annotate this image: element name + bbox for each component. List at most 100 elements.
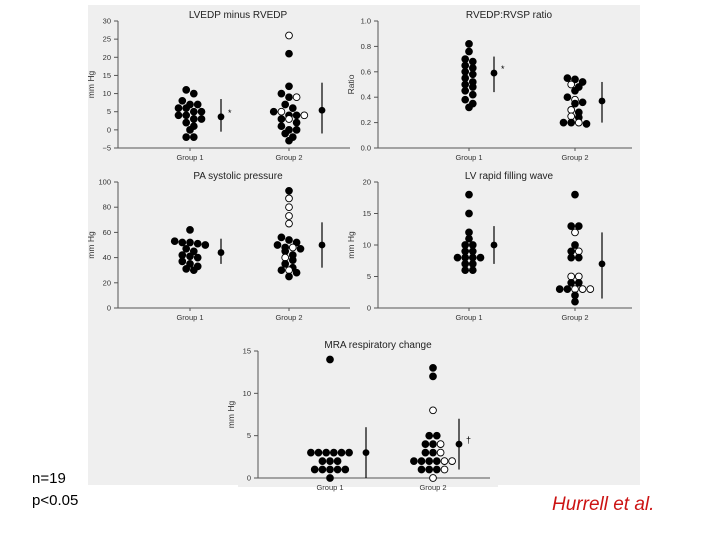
data-point-filled xyxy=(281,260,290,268)
data-point-filled xyxy=(186,252,194,261)
data-point-filled xyxy=(189,107,198,116)
x-tick-label: Group 2 xyxy=(561,153,588,162)
x-tick-label: Group 1 xyxy=(176,313,203,322)
data-point-filled xyxy=(410,457,418,465)
data-point-filled xyxy=(567,278,576,287)
data-point-filled xyxy=(292,126,301,134)
data-point-open xyxy=(567,272,576,281)
data-point-filled xyxy=(288,256,297,264)
mean-marker xyxy=(490,69,498,77)
data-point-filled xyxy=(285,272,293,281)
y-axis-label: mm Hg xyxy=(86,231,96,259)
data-point-filled xyxy=(174,111,183,120)
data-point-filled xyxy=(567,253,576,262)
data-point-open xyxy=(285,194,293,203)
data-point-filled xyxy=(193,253,202,262)
data-point-filled xyxy=(468,64,477,72)
y-tick-label: 20 xyxy=(103,278,111,287)
data-point-filled xyxy=(296,244,305,253)
mean-marker xyxy=(362,449,370,456)
data-point-open xyxy=(429,474,437,482)
chart-lvedp: −5 0 5 10 15 20 25 30 LVEDP minus RVEDP mm Hg Grou… xyxy=(86,10,350,162)
data-point-filled xyxy=(563,74,572,82)
data-point-filled xyxy=(186,260,194,268)
data-point-filled xyxy=(333,465,342,474)
data-point-filled xyxy=(292,238,301,247)
data-point-filled xyxy=(453,253,462,262)
chart-mra: 0 5 10 15 MRA respiratory change mm Hg Group 1… xyxy=(226,340,490,492)
data-point-filled xyxy=(277,115,286,123)
data-point-filled xyxy=(468,260,477,268)
data-point-filled xyxy=(337,448,346,457)
data-point-filled xyxy=(429,448,437,457)
x-tick-label: Group 2 xyxy=(561,313,588,322)
data-point-filled xyxy=(465,103,473,112)
data-point-open xyxy=(578,285,587,293)
data-point-filled xyxy=(281,247,290,256)
y-tick-label: 0 xyxy=(247,474,251,483)
data-point-filled xyxy=(189,266,198,275)
y-tick-label: 0.0 xyxy=(361,144,371,153)
data-point-filled xyxy=(417,457,426,465)
data-point-filled xyxy=(193,100,202,109)
data-point-filled xyxy=(461,80,470,89)
data-point-filled xyxy=(281,129,290,138)
data-point-filled xyxy=(186,238,194,247)
mean-marker xyxy=(318,106,326,114)
data-point-open xyxy=(574,118,583,127)
data-point-filled xyxy=(425,457,434,465)
x-tick-label: Group 1 xyxy=(176,153,203,162)
data-point-filled xyxy=(429,364,437,372)
data-point-open xyxy=(285,266,293,275)
data-point-filled xyxy=(273,241,282,249)
significance-note: p<0.05 xyxy=(32,492,79,509)
y-tick-label: 5 xyxy=(247,431,251,440)
data-point-filled xyxy=(285,186,293,195)
data-point-filled xyxy=(571,190,579,199)
y-axis-label: Ratio xyxy=(346,74,356,94)
data-point-filled xyxy=(178,96,187,105)
data-point-filled xyxy=(345,448,353,457)
data-point-filled xyxy=(197,115,206,123)
data-point-filled xyxy=(341,465,350,474)
y-tick-label: 0 xyxy=(107,125,111,134)
data-point-open xyxy=(285,212,293,220)
data-point-filled xyxy=(571,75,579,84)
data-point-filled xyxy=(329,448,338,457)
y-tick-label: 0.8 xyxy=(361,42,371,51)
data-point-open xyxy=(567,106,576,114)
data-point-open xyxy=(440,457,449,465)
data-point-open xyxy=(436,448,445,457)
data-point-filled xyxy=(277,89,286,98)
citation: Hurrell et al. xyxy=(552,494,655,515)
data-point-filled xyxy=(417,465,426,474)
y-tick-label: 0.2 xyxy=(361,118,371,127)
data-point-filled xyxy=(326,474,334,482)
data-point-filled xyxy=(425,431,434,440)
data-point-open xyxy=(448,457,456,465)
data-point-filled xyxy=(170,237,179,246)
data-point-filled xyxy=(182,265,191,273)
x-tick-label: Group 2 xyxy=(275,153,302,162)
data-point-filled xyxy=(288,104,297,112)
data-point-filled xyxy=(285,93,293,102)
mean-marker xyxy=(217,113,225,121)
data-point-filled xyxy=(563,285,572,293)
data-point-filled xyxy=(178,257,187,266)
y-tick-label: 10 xyxy=(363,241,371,250)
y-tick-label: 0.4 xyxy=(361,93,371,102)
y-tick-label: −5 xyxy=(102,144,111,153)
data-point-filled xyxy=(182,111,191,120)
y-tick-label: 0 xyxy=(367,304,371,313)
data-point-filled xyxy=(582,120,591,128)
data-point-filled xyxy=(182,118,191,127)
data-point-filled xyxy=(461,74,470,82)
data-point-filled xyxy=(461,266,470,275)
y-tick-label: 80 xyxy=(103,203,111,212)
mean-marker xyxy=(598,260,606,268)
data-point-filled xyxy=(567,247,576,256)
data-point-filled xyxy=(318,465,327,474)
data-point-filled xyxy=(285,49,293,58)
y-tick-label: 10 xyxy=(243,389,251,398)
data-point-open xyxy=(285,219,293,228)
